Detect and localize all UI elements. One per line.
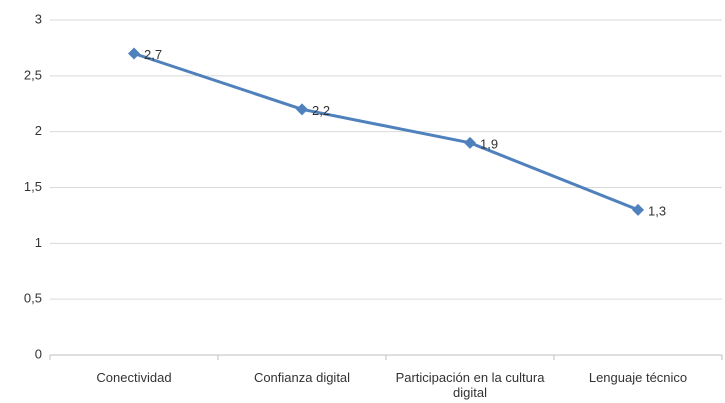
marker — [296, 103, 308, 116]
data-label: 1,3 — [648, 203, 666, 218]
marker — [128, 47, 140, 60]
y-tick-label: 3 — [35, 11, 42, 26]
line — [133, 52, 639, 212]
x-tick-label: Lenguaje técnico — [588, 370, 688, 385]
y-tick-label: 2,5 — [24, 67, 42, 82]
marker — [464, 136, 476, 149]
data-label: 2,2 — [312, 103, 330, 118]
data-label: 2,7 — [144, 47, 162, 62]
x-tick-label: Conectividad — [96, 370, 172, 385]
marker — [632, 203, 644, 216]
x-tick-label: Confianza digital — [253, 370, 351, 385]
y-tick-label: 0,5 — [24, 291, 42, 306]
y-tick-label: 1 — [35, 235, 42, 250]
y-tick-label: 1,5 — [24, 179, 42, 194]
x-tick-label: Participación en la cultura digital — [395, 370, 545, 400]
data-label: 1,9 — [480, 136, 498, 151]
y-tick-label: 2 — [35, 123, 42, 138]
y-tick-label: 0 — [35, 346, 42, 361]
